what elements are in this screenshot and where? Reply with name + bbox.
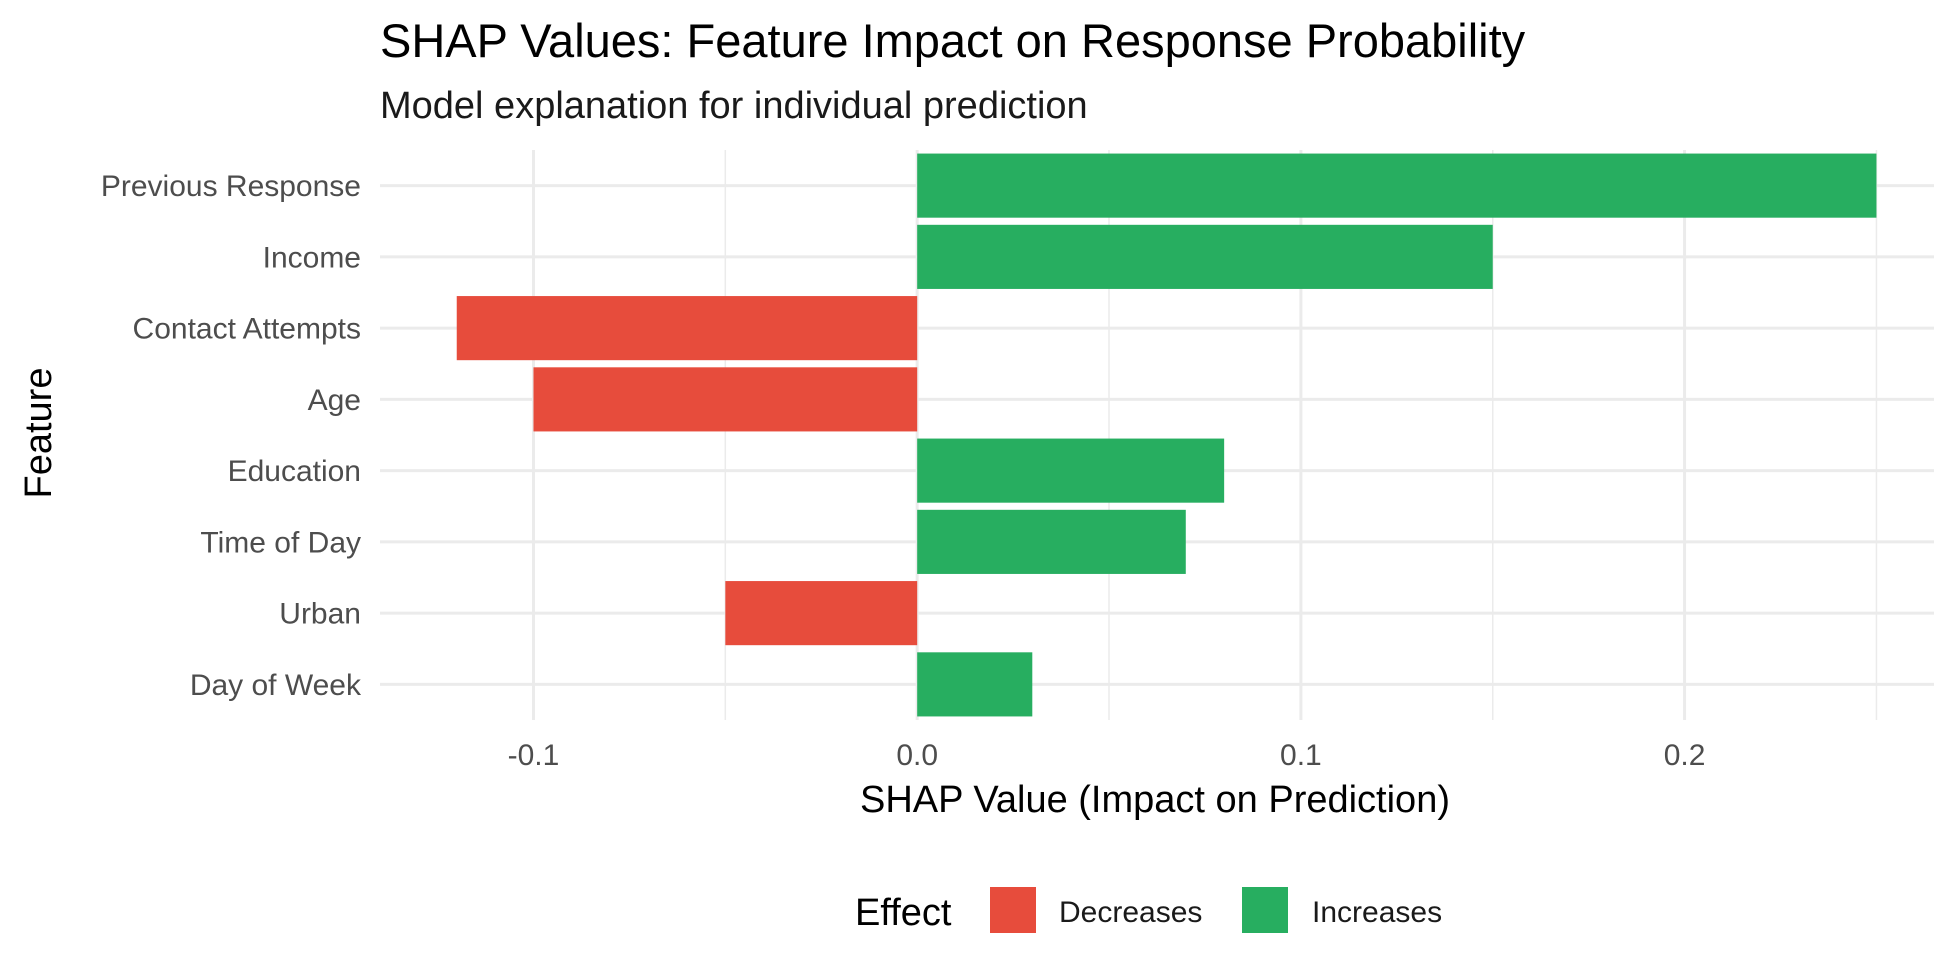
x-tick-label: 0.0 xyxy=(896,739,938,772)
y-tick-label: Contact Attempts xyxy=(133,313,361,346)
legend-swatch-decreases xyxy=(990,887,1036,933)
plot-bars xyxy=(456,153,1877,717)
bar-education xyxy=(917,438,1225,503)
x-tick-label: -0.1 xyxy=(508,739,560,772)
y-tick-label: Age xyxy=(308,384,361,417)
bar-previous-response xyxy=(917,153,1877,218)
x-tick-label: 0.2 xyxy=(1664,739,1706,772)
bar-day-of-week xyxy=(917,652,1033,717)
y-tick-label: Previous Response xyxy=(101,170,361,203)
x-axis-title: SHAP Value (Impact on Prediction) xyxy=(860,779,1450,821)
legend-title: Effect xyxy=(855,892,952,934)
bar-age xyxy=(533,367,918,432)
bar-time-of-day xyxy=(917,509,1186,574)
x-tick-label: 0.1 xyxy=(1280,739,1322,772)
legend: Effect Decreases Increases xyxy=(855,887,1442,934)
bar-contact-attempts xyxy=(456,296,918,361)
chart-subtitle: Model explanation for individual predict… xyxy=(380,85,1088,127)
bar-income xyxy=(917,224,1493,289)
y-tick-label: Time of Day xyxy=(200,526,361,559)
y-tick-label: Income xyxy=(263,241,361,274)
y-tick-label: Day of Week xyxy=(190,669,362,702)
legend-swatch-increases xyxy=(1242,887,1288,933)
x-axis-tick-labels: -0.1 0.0 0.1 0.2 xyxy=(508,739,1706,772)
y-axis-title: Feature xyxy=(18,368,60,499)
y-axis-tick-labels: Previous Response Income Contact Attempts A… xyxy=(101,170,362,702)
legend-label-increases: Increases xyxy=(1312,896,1442,929)
legend-label-decreases: Decreases xyxy=(1059,896,1202,929)
y-tick-label: Urban xyxy=(279,598,361,631)
y-tick-label: Education xyxy=(228,455,361,488)
bar-urban xyxy=(725,581,918,646)
chart-title: SHAP Values: Feature Impact on Response … xyxy=(380,14,1526,67)
